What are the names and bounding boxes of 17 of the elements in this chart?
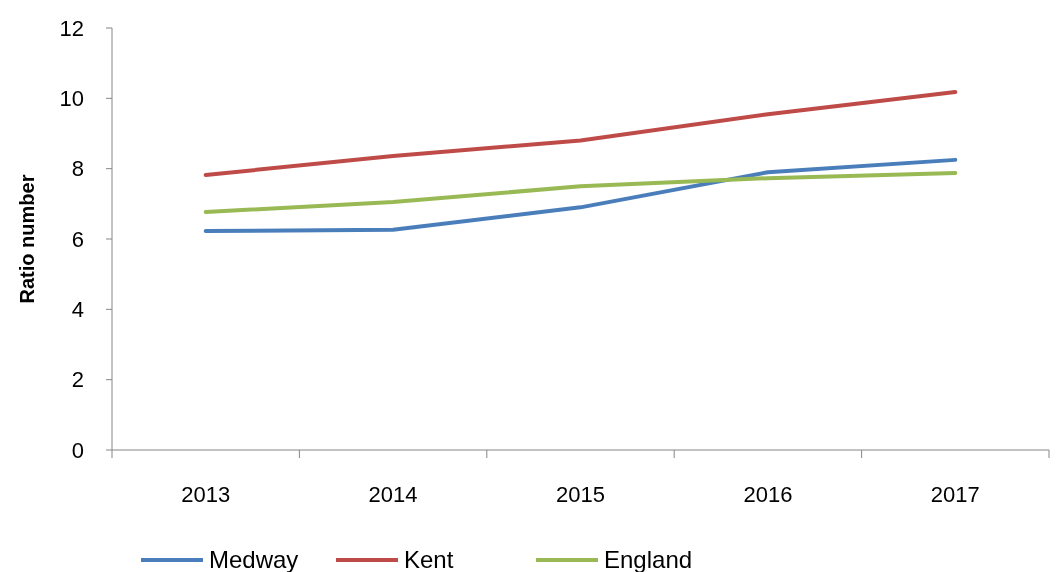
x-tick-label: 2014 bbox=[368, 482, 418, 507]
y-tick-label: 6 bbox=[71, 226, 84, 252]
y-tick-label: 10 bbox=[59, 86, 84, 112]
line-series bbox=[203, 170, 958, 214]
x-tick-label: 2017 bbox=[930, 482, 980, 507]
y-tick-label: 12 bbox=[59, 15, 84, 41]
line-series bbox=[203, 90, 958, 177]
x-tick-label: 2015 bbox=[556, 482, 605, 507]
y-tick-label: 0 bbox=[71, 437, 84, 463]
y-tick-label: 8 bbox=[71, 156, 84, 182]
y-tick-label: 4 bbox=[71, 297, 84, 323]
y-tick-label: 2 bbox=[71, 367, 84, 393]
x-tick-label: 2013 bbox=[181, 482, 231, 507]
legend-label: Kent bbox=[404, 546, 454, 572]
line-series bbox=[203, 157, 958, 233]
y-axis-title: Ratio number bbox=[16, 174, 38, 304]
x-tick-label: 2016 bbox=[743, 482, 793, 507]
